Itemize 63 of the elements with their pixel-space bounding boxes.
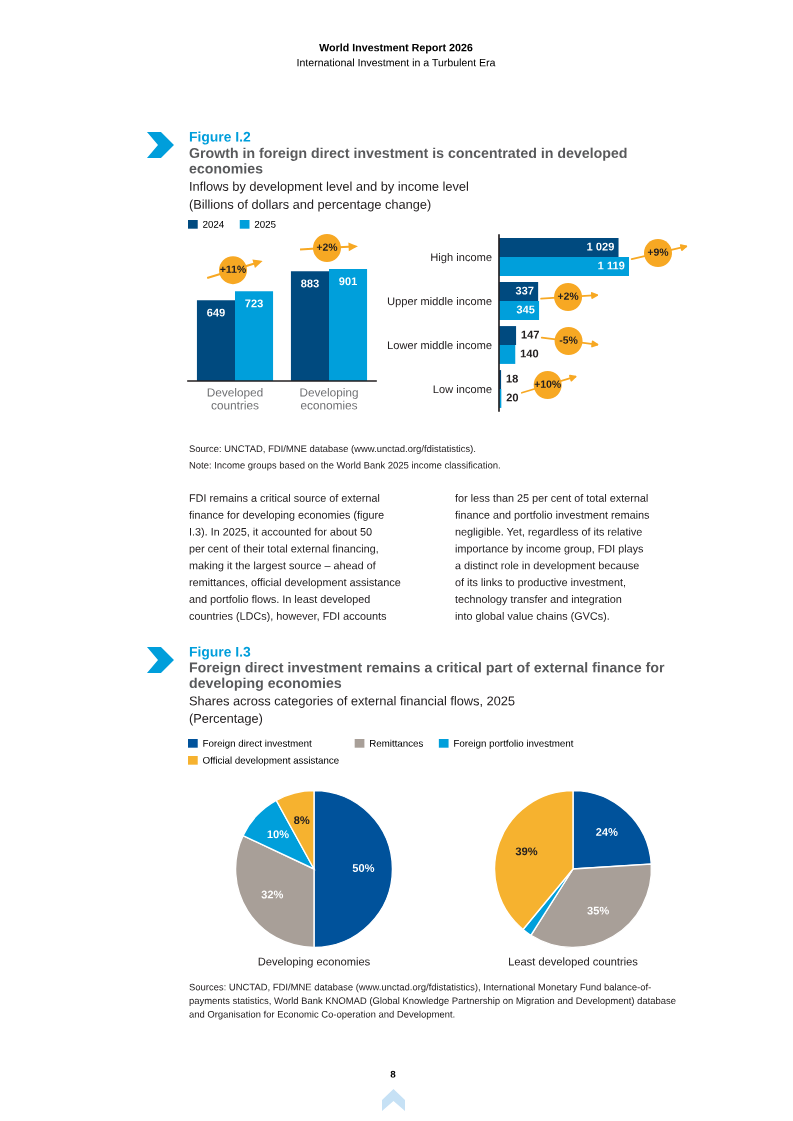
bar [499,238,619,257]
data-label: 901 [339,277,357,286]
legend-label: Official development assistance [203,756,339,766]
data-label: 8% [294,816,310,825]
bar [196,300,235,381]
data-label: 20 [506,393,519,402]
data-label: 18 [506,374,518,383]
text: Shares across categories of external financial flows, 2025 [189,696,515,708]
slice-label: Developing economies [258,957,370,968]
text: (Percentage) [189,713,263,726]
data-label: 883 [301,279,319,288]
text: (Billions of dollars and percentage change) [189,199,431,212]
annotation: +10% [534,380,561,388]
y-tick-label: High income [431,252,492,264]
text: International Investment in a Turbulent Era [297,58,496,67]
text: Inflows by development level and by income level [190,181,468,194]
legend-label: 2024 [203,220,224,228]
bar [329,269,368,381]
data-label: 10% [267,830,289,839]
bar [235,291,274,381]
data-label: 39% [515,847,538,856]
text: +9% [647,248,669,256]
data-label: 1 119 [598,261,625,270]
data-label: 35% [587,906,609,915]
bar [290,271,329,381]
chart-title: Figure I.2 [189,131,251,145]
annotation: -5% [559,336,578,344]
text: World Investment Report 2026 [319,43,473,54]
data-label: 649 [207,308,225,317]
data-label: 50% [352,864,375,872]
chart-title: Figure I.3 [189,646,251,660]
data-label: 140 [520,349,539,358]
data-label: 723 [245,299,263,308]
y-tick-label: Upper middle income [387,296,492,308]
bar [499,326,517,345]
data-label: 24% [596,828,618,836]
y-tick-label: Lower middle income [387,340,492,350]
text: FDI remains a critical source of external finance for developing economies (figure I.3). In 2025, it accounted for about 50 per cent of their total external financing, making it the largest source – ahead of remittances, official development assistance and portfolio flows. In least developed countries (LDCs), however, FDI accounts [189,493,401,623]
legend-label: Remittances [370,739,423,747]
source-note: Sources: UNCTAD, FDI/MNE database (www.unctad.org/fdistatistics), International Monetary Fund balance-of- payments statistics, World Bank KNOMAD (Global Knowledge Partnership on Migration and Development) database and Organisation for Economic Co-operation and Development. [189,983,676,1020]
bar [499,282,539,301]
y-tick-label: Low income [433,384,492,394]
x-tick-label: Developed countries [207,387,263,410]
data-label: 337 [515,286,534,295]
text: 8 [390,1070,396,1078]
data-label: 1 029 [587,242,614,251]
bar [499,257,629,276]
legend-label: 2025 [254,220,276,228]
source-note: Source: UNCTAD, FDI/MNE database (www.unctad.org/fdistatistics). [189,445,476,454]
annotation: +2% [316,243,338,251]
annotation: +2% [557,292,579,300]
bar [499,345,516,364]
annotation: +11% [220,265,246,273]
data-label: 345 [516,305,535,314]
text: Growth in foreign direct investment is concentrated in developed economies [189,147,627,174]
legend-label: Foreign direct investment [203,739,312,749]
legend-label: Foreign portfolio investment [454,739,574,749]
text: for less than 25 per cent of total external finance and portfolio investment remains negligible. Yet, regardless of its relative importance by income group, FDI plays a distinct role in development because of its links to productive investment, technology transfer and integration into global value chains (GVCs). [455,493,650,623]
data-label: 32% [261,890,284,899]
text: Note: Income groups based on the World Bank 2025 income classification. [189,461,500,471]
slice-label: Least developed countries [509,957,638,968]
data-label: 147 [521,330,539,339]
chart-subtitle: Foreign direct investment remains a critical part of external finance for developing economies [189,662,665,691]
